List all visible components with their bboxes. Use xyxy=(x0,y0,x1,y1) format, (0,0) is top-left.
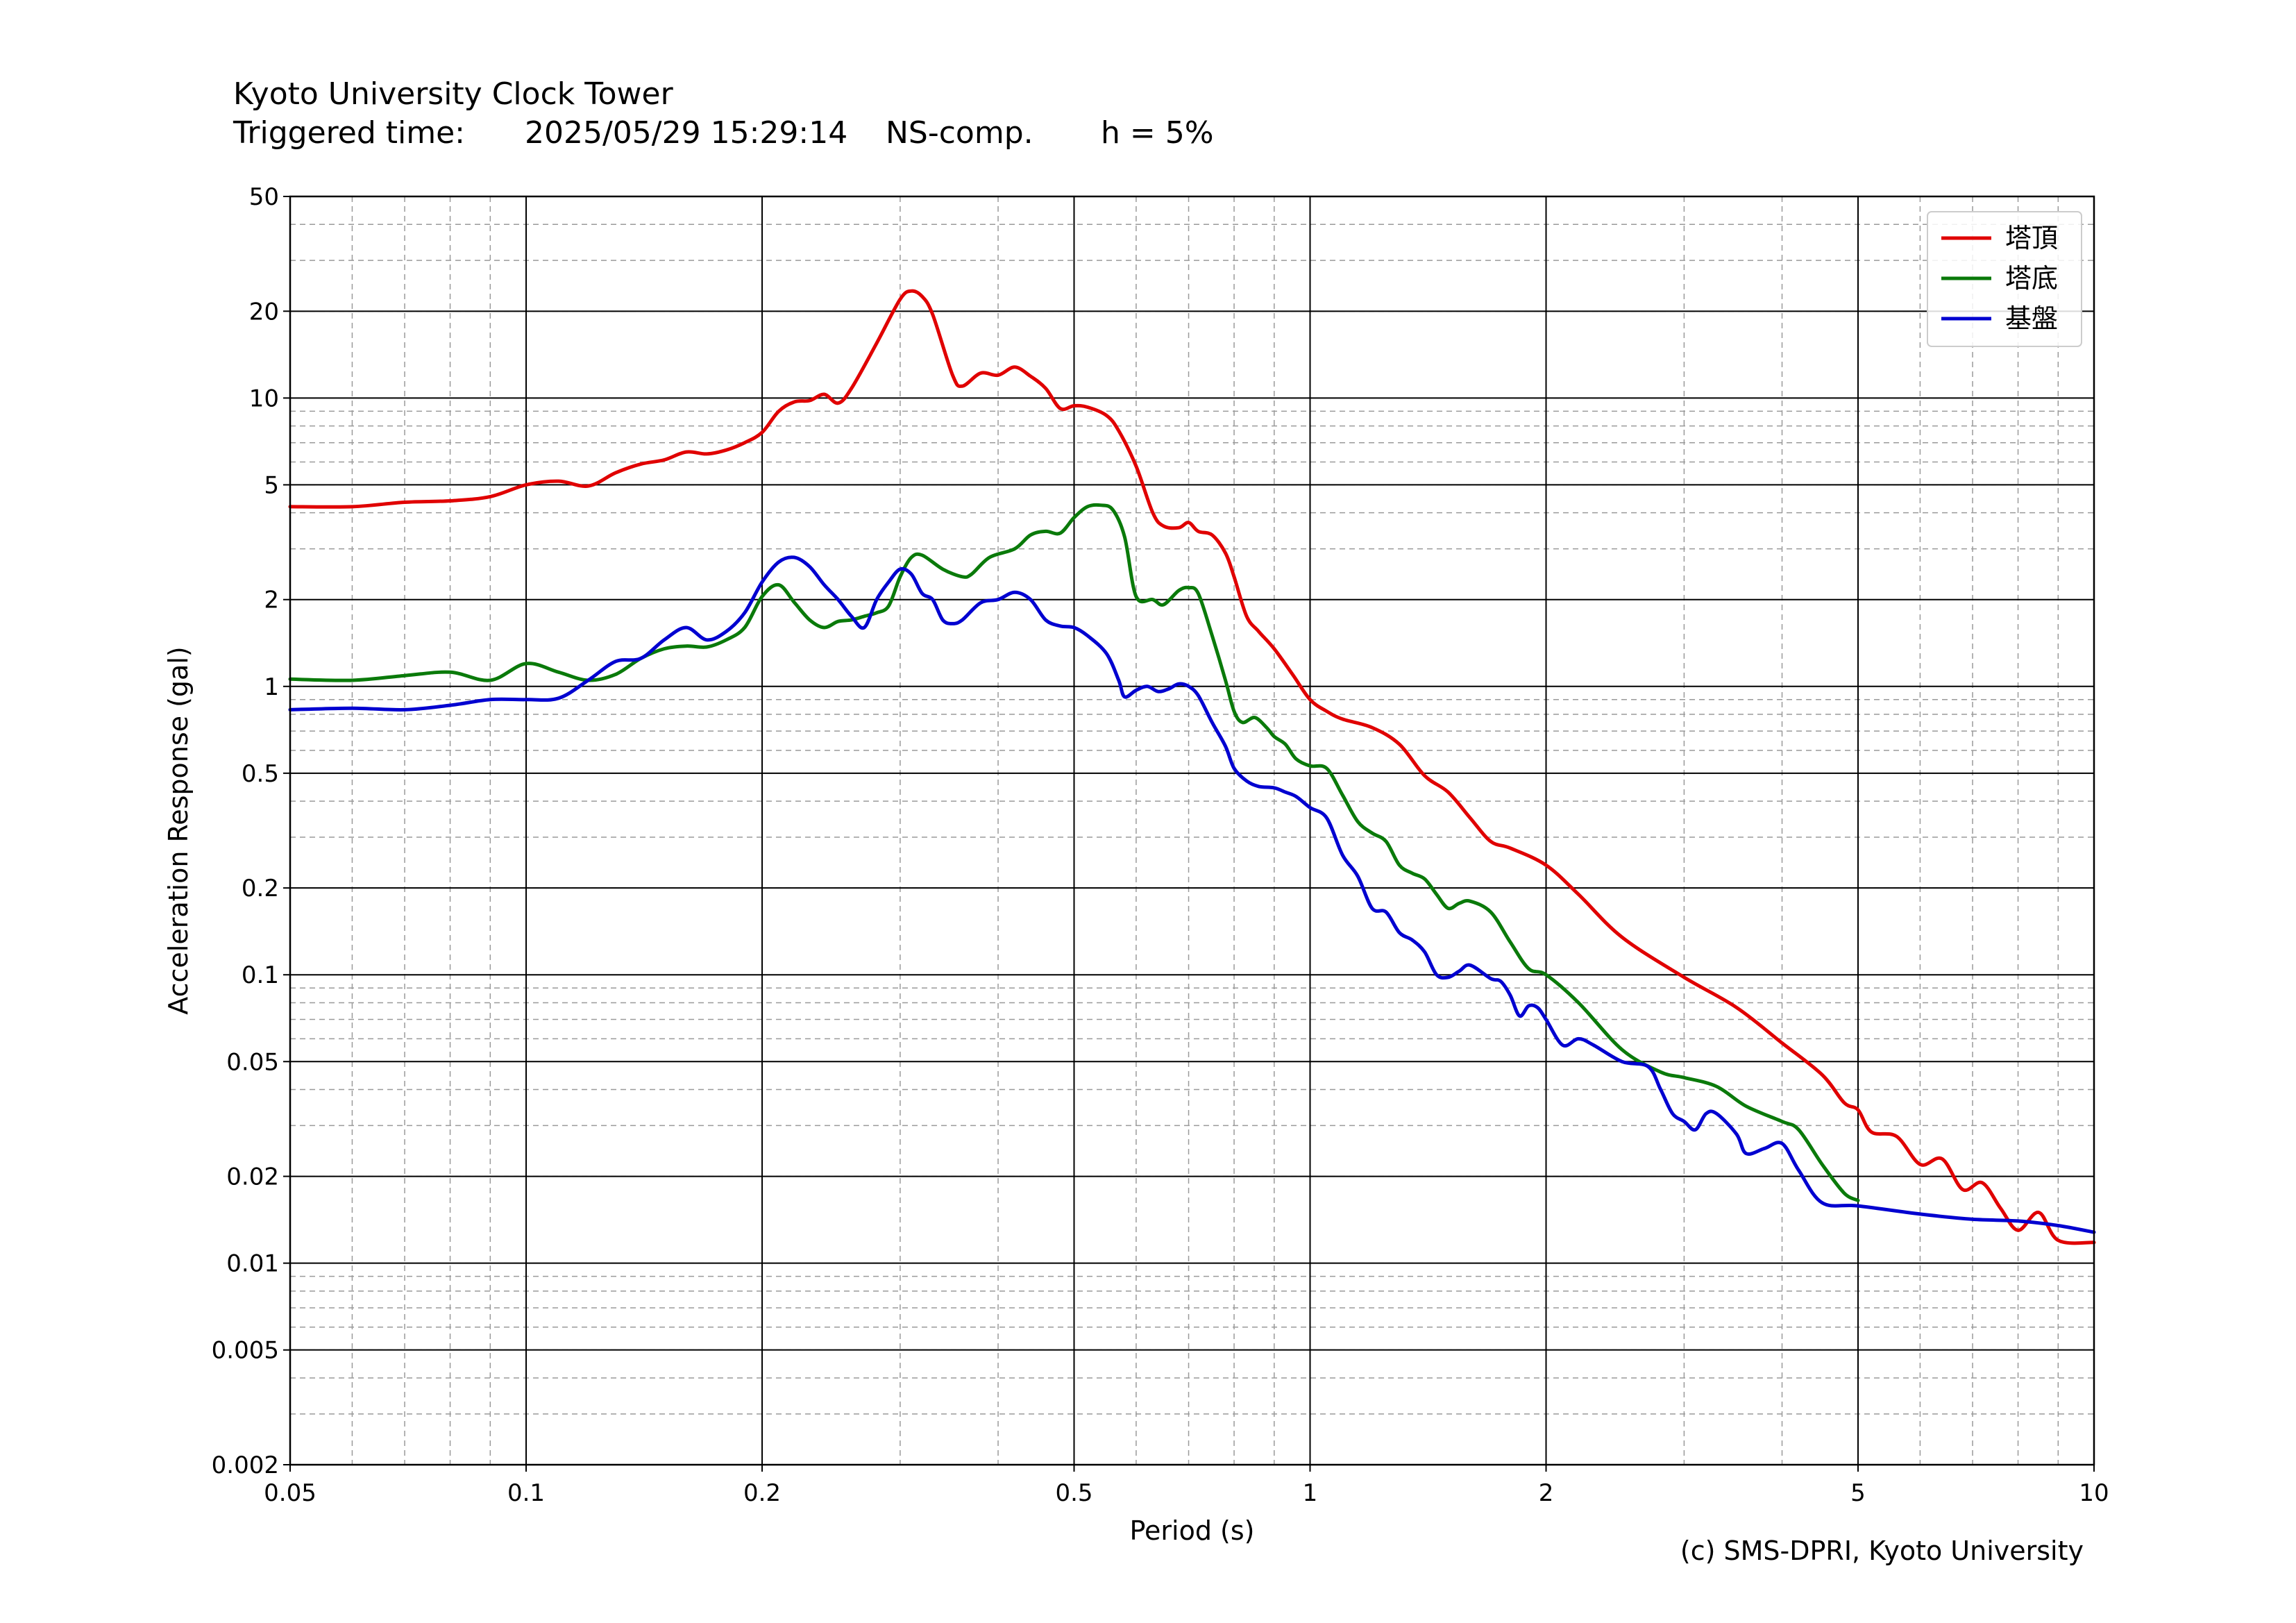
y-tick-label: 0.01 xyxy=(226,1250,279,1278)
legend-box xyxy=(1927,211,2082,347)
legend-label-1: 塔頂 xyxy=(2005,223,2058,253)
y-tick-label: 0.1 xyxy=(242,961,279,989)
triggered-label: Triggered time: xyxy=(233,115,465,151)
legend-label-2: 塔底 xyxy=(2005,263,2058,294)
series-layer xyxy=(288,289,2096,1245)
y-tick-label: 0.005 xyxy=(212,1337,279,1365)
x-tick-label: 0.5 xyxy=(1055,1479,1092,1507)
series-line-2 xyxy=(288,503,1860,1202)
credit-text: (c) SMS-DPRI, Kyoto University xyxy=(1680,1536,2084,1566)
series-line-3 xyxy=(288,555,2096,1234)
chart-header: Kyoto University Clock Tower Triggered t… xyxy=(233,75,1214,153)
info-row: Triggered time: 2025/05/29 15:29:14 NS-c… xyxy=(233,114,1214,153)
plot-frame xyxy=(289,195,2095,1466)
y-tick-label: 0.5 xyxy=(242,760,279,788)
title-row: Kyoto University Clock Tower xyxy=(233,75,1214,114)
y-tick-label: 2 xyxy=(264,587,279,614)
x-axis-label: Period (s) xyxy=(1129,1515,1254,1546)
x-tick-label: 5 xyxy=(1850,1479,1866,1507)
triggered-time: 2025/05/29 15:29:14 xyxy=(525,115,848,151)
damping-label: h = 5% xyxy=(1101,115,1214,151)
series-line-1 xyxy=(288,289,2096,1245)
y-tick-label: 20 xyxy=(249,298,279,326)
x-tick-label: 0.05 xyxy=(264,1479,316,1507)
x-tick-label: 2 xyxy=(1539,1479,1554,1507)
minor-gridlines xyxy=(289,196,2094,1465)
x-tick-label: 0.1 xyxy=(507,1479,545,1507)
x-axis-ticks: 0.05 0.1 0.2 0.5 1 2 5 10 xyxy=(264,1465,2109,1507)
y-tick-label: 0.02 xyxy=(226,1163,279,1191)
x-tick-label: 10 xyxy=(2079,1479,2109,1507)
y-tick-label: 0.002 xyxy=(212,1452,279,1479)
major-gridlines xyxy=(289,196,2095,1465)
y-tick-label: 1 xyxy=(264,673,279,701)
y-tick-label: 10 xyxy=(249,385,279,412)
y-axis-ticks: 0.002 0.005 0.01 0.02 0.05 0.1 0.2 0.5 1 2 5 10 20 50 xyxy=(212,183,290,1479)
component-label: NS-comp. xyxy=(886,115,1033,151)
y-tick-label: 50 xyxy=(249,183,279,211)
x-tick-label: 1 xyxy=(1303,1479,1318,1507)
y-tick-label: 5 xyxy=(264,471,279,499)
y-tick-label: 0.2 xyxy=(242,875,279,902)
legend-label-3: 基盤 xyxy=(2005,303,2058,334)
y-tick-label: 0.05 xyxy=(226,1048,279,1076)
x-tick-label: 0.2 xyxy=(743,1479,781,1507)
y-axis-label: Acceleration Response (gal) xyxy=(163,646,194,1014)
chart-title: Kyoto University Clock Tower xyxy=(233,76,673,112)
